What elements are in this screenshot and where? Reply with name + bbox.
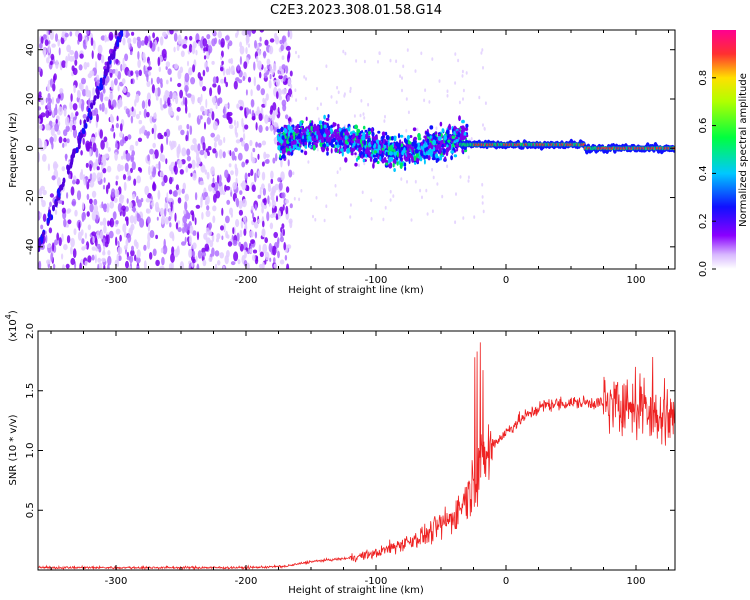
figure-title: C2E3.2023.308.01.58.G14 bbox=[270, 3, 442, 18]
y-tick-label: 2.0 bbox=[25, 323, 36, 339]
colorbar-tick-label: 0.0 bbox=[698, 261, 709, 277]
spectrogram-y-label: Frequency (Hz) bbox=[8, 112, 19, 188]
y-tick-label: 1.0 bbox=[25, 443, 36, 459]
y-tick-label: 40 bbox=[25, 43, 36, 56]
x-tick-label: -100 bbox=[365, 275, 388, 286]
spectrogram-x-ticks: -300 -200 -100 0 100 bbox=[50, 30, 669, 286]
spectrogram-frame bbox=[37, 29, 676, 270]
x-tick-label: -200 bbox=[235, 576, 258, 587]
colorbar-tick-label: 0.4 bbox=[698, 165, 709, 181]
y-tick-label: 1.5 bbox=[25, 383, 36, 399]
snr-multiplier-exp: 4 bbox=[4, 314, 13, 319]
colorbar-ticks: 0.0 0.2 0.4 0.6 0.8 bbox=[698, 70, 716, 277]
y-tick-label: 0 bbox=[25, 145, 36, 151]
x-tick-label: -200 bbox=[235, 275, 258, 286]
x-tick-label: -300 bbox=[105, 576, 128, 587]
snr-frame bbox=[37, 330, 676, 571]
x-tick-label: 0 bbox=[503, 576, 509, 587]
snr-y-label: SNR (10 * v/v) bbox=[8, 414, 19, 485]
snr-x-ticks: -300 -200 -100 0 100 bbox=[50, 331, 669, 587]
colorbar-tick-label: 0.2 bbox=[698, 213, 709, 229]
y-tick-label: -40 bbox=[25, 239, 36, 255]
snr-multiplier: (x104) bbox=[4, 310, 19, 342]
colorbar-tick-label: 0.6 bbox=[698, 118, 709, 134]
svg-text:(x104): (x104) bbox=[4, 310, 19, 342]
spectrogram-x-label: Height of straight line (km) bbox=[288, 285, 424, 296]
x-tick-label: -100 bbox=[365, 576, 388, 587]
x-tick-label: 100 bbox=[626, 275, 645, 286]
colorbar-label: Normalized spectral amplitude bbox=[738, 73, 749, 227]
spectrogram-y-ticks: -40 -20 0 20 40 bbox=[25, 43, 675, 255]
y-tick-label: -20 bbox=[25, 189, 36, 205]
snr-x-label: Height of straight line (km) bbox=[288, 585, 424, 596]
snr-panel: -300 -200 -100 0 100 0.5 1.0 1.5 2.0 Height of … bbox=[4, 310, 676, 596]
x-tick-label: 100 bbox=[626, 576, 645, 587]
y-tick-label: 20 bbox=[25, 93, 36, 106]
heatmap-layer bbox=[38, 30, 675, 269]
y-tick-label: 0.5 bbox=[25, 502, 36, 518]
colorbar: 0.0 0.2 0.4 0.6 0.8 Normalized spectral ampl… bbox=[698, 30, 749, 277]
colorbar-tick-label: 0.8 bbox=[698, 70, 709, 86]
colorbar-gradient bbox=[712, 30, 736, 269]
snr-multiplier-close: ) bbox=[8, 310, 19, 314]
snr-y-ticks: 0.5 1.0 1.5 2.0 bbox=[25, 323, 675, 518]
snr-series-line bbox=[38, 342, 675, 570]
snr-multiplier-base: (x10 bbox=[8, 319, 19, 342]
x-tick-label: 0 bbox=[503, 275, 509, 286]
x-tick-label: -300 bbox=[105, 275, 128, 286]
